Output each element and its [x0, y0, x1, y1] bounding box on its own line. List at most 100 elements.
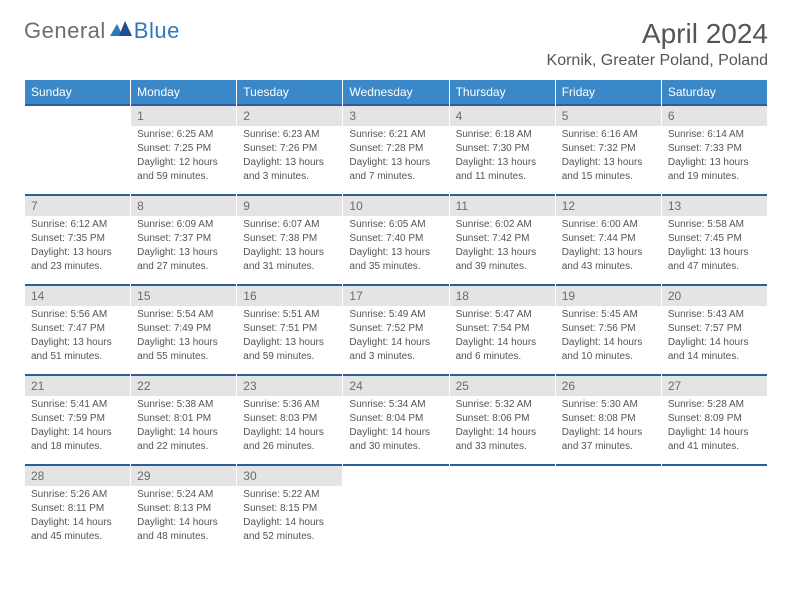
day-line: Sunrise: 5:24 AM [137, 488, 230, 502]
day-header-row: Sunday Monday Tuesday Wednesday Thursday… [25, 80, 767, 104]
day-header: Tuesday [237, 80, 342, 104]
location-text: Kornik, Greater Poland, Poland [547, 52, 768, 70]
day-line: and 26 minutes. [243, 440, 336, 454]
day-line: Sunset: 7:54 PM [456, 322, 549, 336]
day-line: Daylight: 13 hours [349, 246, 442, 260]
day-line: and 3 minutes. [349, 350, 442, 364]
day-number-cell: 6 [662, 104, 767, 126]
day-header: Sunday [25, 80, 130, 104]
day-line: Sunrise: 6:00 AM [562, 218, 655, 232]
day-line: Daylight: 14 hours [137, 516, 230, 530]
day-line: Sunset: 8:06 PM [456, 412, 549, 426]
week-daynum-row: 21222324252627 [25, 374, 767, 396]
day-line: Daylight: 13 hours [562, 156, 655, 170]
day-line: and 18 minutes. [31, 440, 124, 454]
logo: General Blue [24, 18, 180, 44]
day-line: and 31 minutes. [243, 260, 336, 274]
day-line: Sunset: 8:09 PM [668, 412, 761, 426]
day-line: Sunset: 8:15 PM [243, 502, 336, 516]
day-line: Sunrise: 6:25 AM [137, 128, 230, 142]
day-number-cell: 27 [662, 374, 767, 396]
day-line: and 10 minutes. [562, 350, 655, 364]
day-line: Daylight: 14 hours [456, 336, 549, 350]
day-content-cell: Sunrise: 5:43 AMSunset: 7:57 PMDaylight:… [662, 306, 767, 374]
day-number-cell: 21 [25, 374, 130, 396]
day-line: Sunset: 7:38 PM [243, 232, 336, 246]
logo-text-blue: Blue [134, 18, 180, 44]
day-number-cell: 7 [25, 194, 130, 216]
day-line: Sunrise: 6:12 AM [31, 218, 124, 232]
day-line: Sunrise: 6:23 AM [243, 128, 336, 142]
day-line: Sunrise: 6:07 AM [243, 218, 336, 232]
week-daynum-row: 78910111213 [25, 194, 767, 216]
day-line: Daylight: 13 hours [456, 246, 549, 260]
day-header: Thursday [450, 80, 555, 104]
logo-mark-icon [110, 21, 132, 42]
day-line: Sunset: 8:13 PM [137, 502, 230, 516]
day-line: and 45 minutes. [31, 530, 124, 544]
day-line: Sunset: 7:26 PM [243, 142, 336, 156]
day-line: and 6 minutes. [456, 350, 549, 364]
day-line: Sunset: 7:59 PM [31, 412, 124, 426]
day-content-cell: Sunrise: 5:24 AMSunset: 8:13 PMDaylight:… [131, 486, 236, 554]
day-content-cell: Sunrise: 5:32 AMSunset: 8:06 PMDaylight:… [450, 396, 555, 464]
day-line: and 11 minutes. [456, 170, 549, 184]
day-line: Sunrise: 5:45 AM [562, 308, 655, 322]
day-content-cell: Sunrise: 6:02 AMSunset: 7:42 PMDaylight:… [450, 216, 555, 284]
day-line: Sunset: 7:47 PM [31, 322, 124, 336]
day-content-cell: Sunrise: 5:56 AMSunset: 7:47 PMDaylight:… [25, 306, 130, 374]
calendar-table: Sunday Monday Tuesday Wednesday Thursday… [24, 80, 768, 554]
day-header: Monday [131, 80, 236, 104]
day-line: Daylight: 14 hours [562, 426, 655, 440]
day-line: Sunset: 8:01 PM [137, 412, 230, 426]
day-content-cell: Sunrise: 6:21 AMSunset: 7:28 PMDaylight:… [343, 126, 448, 194]
day-number-cell: 11 [450, 194, 555, 216]
day-line: Sunrise: 5:41 AM [31, 398, 124, 412]
day-content-cell [450, 486, 555, 554]
day-line: and 27 minutes. [137, 260, 230, 274]
day-line: Sunrise: 5:58 AM [668, 218, 761, 232]
day-line: Sunrise: 5:54 AM [137, 308, 230, 322]
logo-text-general: General [24, 18, 106, 44]
day-number-cell: 2 [237, 104, 342, 126]
day-line: Daylight: 14 hours [349, 336, 442, 350]
day-number-cell [25, 104, 130, 126]
day-number-cell: 1 [131, 104, 236, 126]
day-content-cell: Sunrise: 5:41 AMSunset: 7:59 PMDaylight:… [25, 396, 130, 464]
week-content-row: Sunrise: 6:25 AMSunset: 7:25 PM Daylight:… [25, 126, 767, 194]
day-line: Daylight: 13 hours [137, 336, 230, 350]
day-line: Sunrise: 6:16 AM [562, 128, 655, 142]
day-content-cell: Sunrise: 5:26 AMSunset: 8:11 PMDaylight:… [25, 486, 130, 554]
week-content-row: Sunrise: 6:12 AMSunset: 7:35 PMDaylight:… [25, 216, 767, 284]
day-number-cell: 23 [237, 374, 342, 396]
day-line: Sunset: 7:51 PM [243, 322, 336, 336]
day-content-cell: Sunrise: 5:58 AMSunset: 7:45 PMDaylight:… [662, 216, 767, 284]
day-line: Daylight: 14 hours [668, 426, 761, 440]
day-line: and 7 minutes. [349, 170, 442, 184]
page-title: April 2024 [547, 18, 768, 50]
day-line: Sunrise: 5:49 AM [349, 308, 442, 322]
day-line: Sunrise: 6:02 AM [456, 218, 549, 232]
day-line: Sunrise: 5:51 AM [243, 308, 336, 322]
week-content-row: Sunrise: 5:41 AMSunset: 7:59 PM Daylight:… [25, 396, 767, 464]
day-line: Daylight: 13 hours [562, 246, 655, 260]
day-line: and 3 minutes. [243, 170, 336, 184]
day-line: Sunset: 8:03 PM [243, 412, 336, 426]
day-line: Daylight: 14 hours [668, 336, 761, 350]
day-content-cell: Sunrise: 6:12 AMSunset: 7:35 PMDaylight:… [25, 216, 130, 284]
day-line: Daylight: 14 hours [243, 516, 336, 530]
day-line: Sunrise: 6:18 AM [456, 128, 549, 142]
day-line: and 14 minutes. [668, 350, 761, 364]
day-line: Sunset: 8:08 PM [562, 412, 655, 426]
day-line: and 52 minutes. [243, 530, 336, 544]
day-line: Sunset: 7:25 PM [137, 142, 230, 156]
day-number-cell: 5 [556, 104, 661, 126]
day-line: and 39 minutes. [456, 260, 549, 274]
title-block: April 2024 Kornik, Greater Poland, Polan… [547, 18, 768, 70]
day-line: Sunset: 7:28 PM [349, 142, 442, 156]
day-line: and 37 minutes. [562, 440, 655, 454]
day-line: and 19 minutes. [668, 170, 761, 184]
day-line: Daylight: 13 hours [243, 156, 336, 170]
day-line: Sunset: 7:32 PM [562, 142, 655, 156]
day-content-cell: Sunrise: 5:49 AMSunset: 7:52 PMDaylight:… [343, 306, 448, 374]
